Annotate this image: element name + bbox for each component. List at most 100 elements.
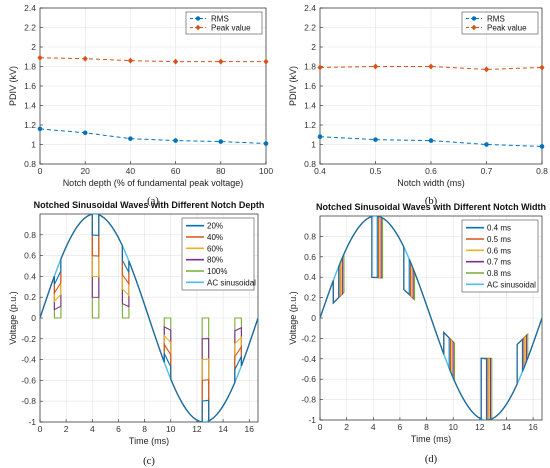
series-line [319,66,543,70]
x-tick-label: 0.5 [370,166,382,176]
data-point [317,134,323,139]
data-point [263,58,269,65]
legend-label: 0.8 ms [487,269,511,278]
x-tick-label: 0 [318,422,323,432]
data-point [484,142,489,147]
y-tick-label: -0.4 [301,354,316,364]
data-point [317,64,323,71]
legend-label: RMS [487,15,505,24]
legend-label: Peak value [487,24,527,33]
series-line [39,128,267,145]
waveforms [320,216,542,420]
y-tick-label: 2.2 [24,23,36,33]
x-tick-label: 2 [64,424,69,434]
x-tick-label: 6 [116,424,121,434]
chart-title: Notched Sinusoidal Waves with Different … [316,202,546,212]
y-tick-label: 0.8 [24,230,36,240]
x-tick-label: 0 [38,166,43,176]
data-point [37,54,43,61]
x-tick-label: 100 [259,166,273,176]
data-point [218,58,224,65]
y-tick-label: 0.4 [304,272,316,282]
y-tick-label: 2.4 [304,3,316,13]
legend-label: 0.6 ms [487,246,511,255]
panel-label: (b) [425,196,438,207]
x-tick-label: 14 [218,424,228,434]
x-tick-label: 10 [448,422,458,432]
legend-label: 0.5 ms [487,235,511,244]
x-tick-label: 60 [171,166,181,176]
legend-marker [471,16,477,21]
y-axis-label: Voltage (p.u.) [288,291,298,345]
x-tick-label: 8 [424,422,429,432]
waveforms [40,214,258,422]
y-tick-label: 1.6 [304,81,316,91]
series-line-0-4-ms [320,216,542,420]
x-tick-label: 14 [502,422,512,432]
y-tick-label: 2.2 [304,23,316,33]
x-tick-label: 10 [166,424,176,434]
x-tick-label: 2 [344,422,349,432]
legend-label: Peak value [211,24,251,33]
x-tick-label: 4 [90,424,95,434]
y-tick-label: 0.6 [304,252,316,262]
x-tick-label: 80 [216,166,226,176]
y-tick-label: -1 [308,415,316,425]
panel-label: (d) [425,454,438,465]
y-tick-label: 0.2 [304,293,316,303]
x-tick-label: 8 [142,424,147,434]
legend-box [181,217,255,291]
y-tick-label: 0.8 [24,159,36,169]
y-tick-label: 1.4 [304,101,316,111]
x-tick-label: 0.7 [481,166,493,176]
y-tick-label: 0.2 [24,292,36,302]
series-line-20- [40,214,258,422]
y-tick-label: 1.2 [24,120,36,130]
data-point [173,58,179,65]
data-point [37,126,43,132]
y-tick-label: -0.6 [21,375,36,385]
y-tick-label: 1.6 [24,81,36,91]
y-tick-label: 0.8 [304,159,316,169]
data-point [263,141,269,146]
legend: 20% 40% 60% 80% 100% AC sinusoidal [181,217,256,291]
series-line [39,57,266,63]
chart-title: Notched Sinusoidal Waves with Different … [34,200,265,210]
x-tick-label: 12 [192,424,202,434]
data-point [373,137,378,142]
x-tick-label: 40 [126,166,136,176]
legend-label: AC sinusoidal [487,280,536,289]
data-point [128,136,133,141]
y-tick-label: 1.8 [304,62,316,72]
chart-a: 0 20 40 60 80 100 0.8 1 1.2 1.4 1.6 1.8 2 2.2 2.4 Notch… [8,3,273,207]
y-tick-label: 1.4 [24,101,36,111]
series-peak-value [37,54,269,65]
x-tick-label: 16 [528,422,538,432]
data-point [82,55,88,62]
y-tick-label: 2 [31,42,36,52]
series-rms [37,126,269,146]
x-tick-label: 0 [38,424,43,434]
x-tick-label: 16 [245,424,255,434]
legend-box [461,11,539,35]
data-point [483,66,490,73]
data-point [372,63,379,70]
legend-label: 60% [207,244,223,253]
x-tick-label: 0.4 [314,166,326,176]
legend-label: 20% [207,222,223,231]
y-axis-label: PDIV (kV) [288,66,298,106]
legend-box [185,11,263,35]
y-axis-label: Voltage (p.u.) [8,291,18,345]
y-tick-label: -0.6 [301,374,316,384]
x-axis-label: Notch width (ms) [397,178,465,188]
x-tick-label: 20 [80,166,90,176]
x-axis-label: Notch depth (% of fundamental peak volta… [63,178,244,188]
y-tick-label: -1 [28,417,36,427]
data-point [539,64,545,71]
y-tick-label: 2.4 [24,3,36,13]
y-axis-label: PDIV (kV) [8,66,18,106]
chart-c: 0 2 4 6 8 10 12 14 16 -1 -0.8 -0.6 -0.4 -0.2 0 0.2 0.4 0.… [8,200,264,467]
data-point [428,138,434,143]
legend-label: AC sinusoidal [207,278,256,287]
legend-marker [471,24,477,31]
